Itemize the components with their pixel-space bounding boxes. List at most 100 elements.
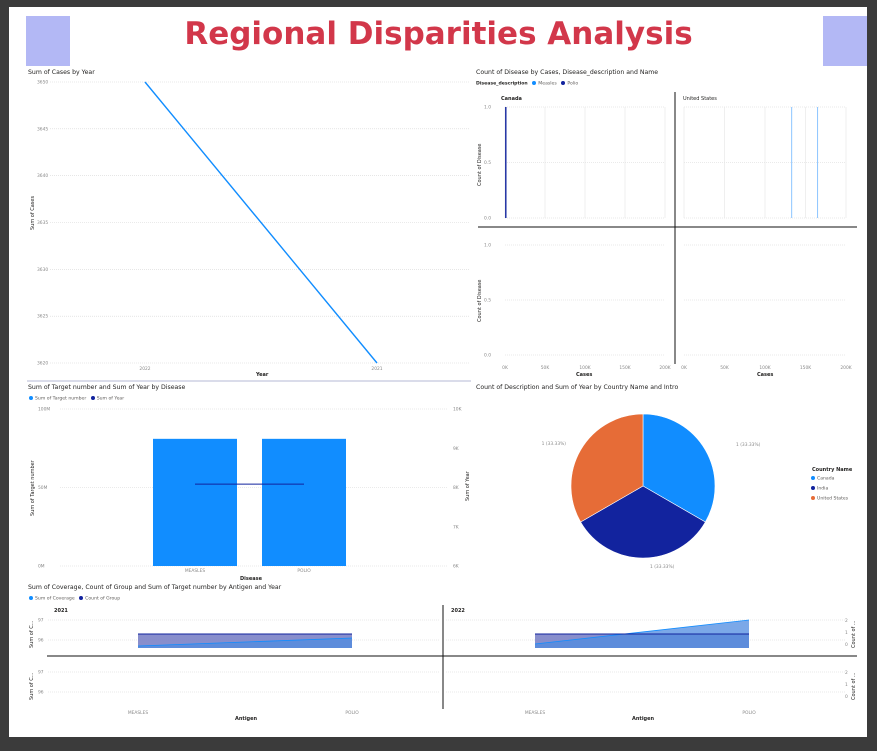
y-axis-left-label: Sum of C...	[29, 672, 35, 700]
y-tick-label: 1.0	[484, 243, 491, 249]
y-tick-label: 100M	[38, 407, 50, 413]
y-tick-label: 97	[38, 670, 44, 676]
x-tick-label: 50K	[720, 365, 729, 371]
legend-item-label: United States	[817, 496, 849, 502]
x-axis-label: Antigen	[632, 716, 655, 722]
x-axis-label: Cases	[576, 372, 593, 378]
y-tick-label-right: 0	[845, 642, 848, 648]
bar	[262, 438, 346, 566]
legend-dot	[811, 496, 815, 500]
pie-slice	[642, 413, 716, 523]
data-label: 1 (33.33%)	[542, 441, 567, 447]
y-tick-label-right: 0	[845, 694, 848, 700]
visual-title: Sum of Cases by Year	[28, 69, 95, 76]
x-tick-label: MEASLES	[185, 568, 206, 574]
legend-dot	[90, 396, 95, 400]
y-tick-label: 0.0	[484, 353, 491, 359]
y-axis-right-label: Count of ...	[851, 672, 857, 700]
logo-placeholder-icon	[823, 16, 867, 66]
y-tick-label-right: 2	[845, 618, 848, 624]
visual-title: Count of Disease by Cases, Disease_descr…	[476, 69, 659, 76]
logo-placeholder-icon	[26, 16, 70, 66]
y-tick-label-right: 7K	[453, 524, 459, 530]
legend-dot	[29, 396, 33, 400]
y-tick-label: 1.0	[484, 105, 491, 111]
x-axis-label: Disease	[240, 576, 262, 582]
legend-title: Country Name	[812, 467, 853, 473]
y-axis-left-label: Sum of C...	[29, 620, 35, 648]
legend-item: India	[811, 486, 828, 492]
y-tick-label: 0.5	[484, 298, 491, 304]
y-tick-label-right: 10K	[453, 407, 462, 413]
legend-item-label: Canada	[817, 476, 835, 482]
visual-title: Sum of Coverage, Count of Group and Sum …	[28, 584, 282, 591]
y-tick-label-right: 1	[845, 682, 848, 688]
x-axis-label: Cases	[757, 372, 774, 378]
x-tick-label: 200K	[659, 365, 670, 371]
coverage-area	[138, 638, 352, 648]
bar	[153, 438, 237, 566]
y-tick-label: 97	[38, 618, 44, 624]
y-tick-label-right: 8K	[453, 485, 459, 491]
legend: Disease_description Measles Polio	[476, 81, 578, 87]
y-tick-label: 96	[38, 690, 44, 696]
legend-item: Polio	[567, 81, 579, 87]
legend: Sum of Coverage Count of Group	[26, 596, 120, 602]
x-axis-label: Antigen	[235, 716, 258, 722]
x-tick-label: POLIO	[345, 710, 359, 716]
page-title: Regional Disparities Analysis	[184, 16, 693, 52]
data-label: 1 (33.33%)	[736, 442, 761, 448]
visual-title: Count of Description and Sum of Year by …	[476, 384, 679, 391]
legend-item: Count of Group	[85, 596, 121, 602]
legend-dot	[29, 596, 33, 600]
y-tick-label-right: 9K	[453, 446, 459, 452]
visual-title: Sum of Target number and Sum of Year by …	[28, 384, 186, 391]
legend-item: Measles	[538, 81, 557, 87]
x-tick-label: POLIO	[742, 710, 756, 716]
y-tick-label: 3635	[37, 220, 48, 226]
legend-dot	[561, 81, 566, 85]
panel-label-canada: Canada	[501, 96, 522, 102]
series-line	[144, 81, 378, 364]
x-tick-label: 0K	[681, 365, 687, 371]
x-tick-label: MEASLES	[128, 710, 149, 716]
legend-item: Sum of Target number	[35, 396, 87, 402]
legend-dot	[811, 476, 815, 480]
x-tick-label: MEASLES	[525, 710, 546, 716]
x-tick-label: 150K	[619, 365, 630, 371]
coverage-line	[534, 619, 750, 645]
panel-label-2022: 2022	[451, 608, 465, 614]
legend-title: Disease_description	[476, 81, 528, 87]
panel-label-united-states: United States	[683, 96, 717, 102]
x-tick-label: 2022	[139, 366, 150, 372]
y-tick-label: 3650	[37, 80, 48, 86]
y-tick-label: 0.5	[484, 160, 491, 166]
y-tick-label: 0.0	[484, 216, 491, 222]
x-axis-label: Year	[256, 372, 269, 378]
x-tick-label: POLIO	[297, 568, 311, 574]
y-tick-label: 3645	[37, 126, 48, 132]
legend-dot	[532, 81, 537, 85]
x-tick-label: 50K	[541, 365, 550, 371]
y-tick-label: 3640	[37, 173, 48, 179]
legend-dot	[79, 596, 84, 600]
y-tick-label: 3625	[37, 314, 48, 320]
legend-item-label: India	[817, 486, 829, 492]
y-tick-label: 96	[38, 638, 44, 644]
x-tick-label: 2021	[371, 366, 382, 372]
panel-label-2021: 2021	[54, 608, 68, 614]
coverage-line	[137, 637, 353, 647]
y-tick-label: 0M	[38, 564, 45, 570]
legend-item: Sum of Year	[96, 396, 125, 402]
x-tick-label: 0K	[502, 365, 508, 371]
legend: Sum of Target number Sum of Year	[26, 396, 124, 402]
y-tick-label: 3630	[37, 267, 48, 273]
legend-dot	[811, 486, 815, 490]
data-label: 1 (33.33%)	[650, 564, 675, 570]
y-tick-label: 50M	[38, 485, 48, 491]
